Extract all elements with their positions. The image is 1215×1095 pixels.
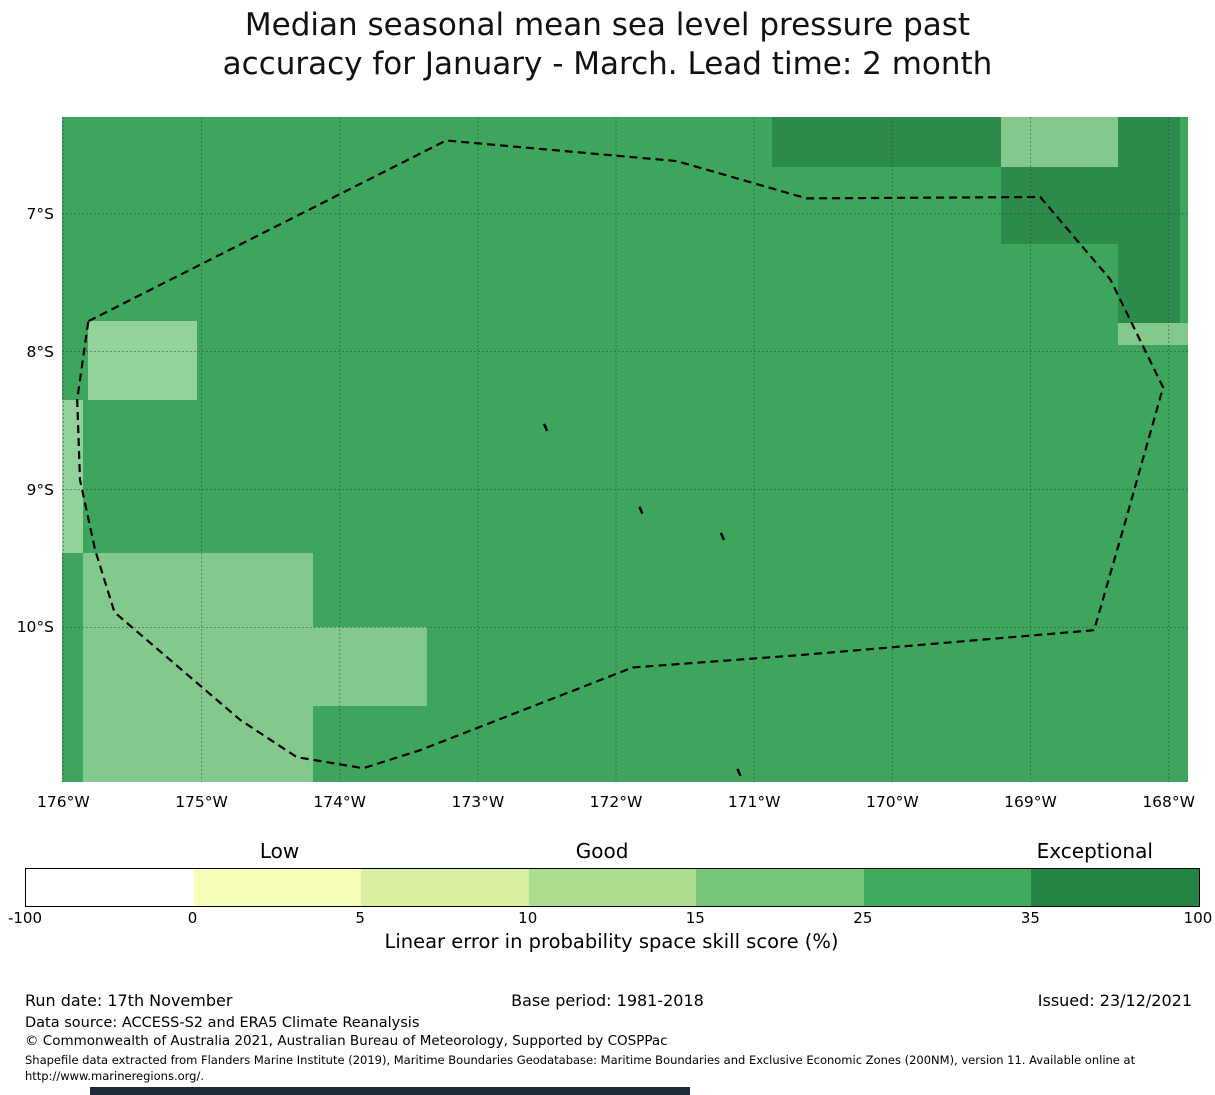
data-source-text: Data source: ACCESS-S2 and ERA5 Climate … [25, 1015, 420, 1031]
map-overlay [62, 117, 1188, 782]
heatmap-cell [82, 627, 427, 707]
eez-boundary [76, 139, 1165, 770]
colorbar-quality-label: Good [575, 839, 629, 863]
heatmap-cell [1117, 117, 1180, 167]
shapefile-attribution-line2: http://www.marineregions.org/. [25, 1068, 204, 1083]
x-tick-label: 174°W [313, 793, 367, 811]
shapefile-attribution-line1: Shapefile data extracted from Flanders M… [25, 1053, 1136, 1067]
island-mark [719, 532, 726, 541]
heatmap-cell [82, 552, 314, 628]
y-tick-label: 10°S [16, 618, 54, 637]
heatmap-cell [1001, 166, 1180, 244]
colorbar [25, 868, 1200, 907]
x-tick-label: 176°W [37, 793, 90, 811]
colorbar-segment [361, 869, 529, 906]
shapefile-attribution: Shapefile data extracted from Flanders M… [25, 1053, 1195, 1084]
heatmap-cell [82, 706, 314, 782]
heatmap-cell [1001, 117, 1118, 167]
colorbar-tick-label: 0 [187, 909, 198, 927]
y-tick-label: 7°S [26, 204, 54, 223]
colorbar-segment [1031, 869, 1200, 906]
x-tick-label: 169°W [1004, 793, 1057, 811]
x-tick-label: 170°W [865, 793, 919, 811]
colorbar-tick-label: 35 [1020, 909, 1040, 927]
issued-text: Issued: 23/12/2021 [1037, 991, 1192, 1010]
colorbar-caption: Linear error in probability space skill … [384, 930, 839, 953]
x-tick-label: 172°W [589, 793, 643, 811]
x-tick-label: 168°W [1142, 793, 1195, 811]
chart-title-line2: accuracy for January - March. Lead time:… [222, 46, 993, 82]
colorbar-quality-label: Low [259, 839, 300, 863]
chart-title: Median seasonal mean sea level pressure … [0, 6, 1215, 84]
colorbar-tick-label: -100 [7, 909, 43, 927]
y-tick-label: 9°S [26, 480, 54, 499]
heatmap-cell [88, 321, 198, 400]
colorbar-tick-label: 100 [1183, 909, 1213, 927]
colorbar-segment [696, 869, 864, 906]
colorbar-tick-label: 10 [518, 909, 538, 927]
island-mark [638, 506, 644, 515]
heatmap-cell [1117, 243, 1180, 323]
colorbar-quality-label: Exceptional [1036, 839, 1153, 863]
colorbar-tick-label: 25 [853, 909, 873, 927]
base-period-text: Base period: 1981-2018 [511, 991, 704, 1010]
island-mark [542, 423, 549, 432]
x-tick-label: 171°W [727, 793, 781, 811]
run-date-text: Run date: 17th November [25, 991, 233, 1010]
island-mark [736, 768, 742, 777]
y-tick-label: 8°S [26, 342, 54, 361]
colorbar-segment [193, 869, 362, 906]
colorbar-segment [26, 869, 194, 906]
colorbar-segment [528, 869, 697, 906]
x-tick-label: 175°W [175, 793, 228, 811]
copyright-text: © Commonwealth of Australia 2021, Austra… [25, 1033, 668, 1049]
chart-title-line1: Median seasonal mean sea level pressure … [244, 7, 971, 43]
heatmap-cell [772, 117, 1002, 167]
footer-bar [90, 1087, 690, 1095]
x-tick-label: 173°W [451, 793, 505, 811]
colorbar-tick-label: 5 [355, 909, 365, 927]
colorbar-segment [863, 869, 1032, 906]
colorbar-tick-label: 15 [685, 909, 705, 927]
